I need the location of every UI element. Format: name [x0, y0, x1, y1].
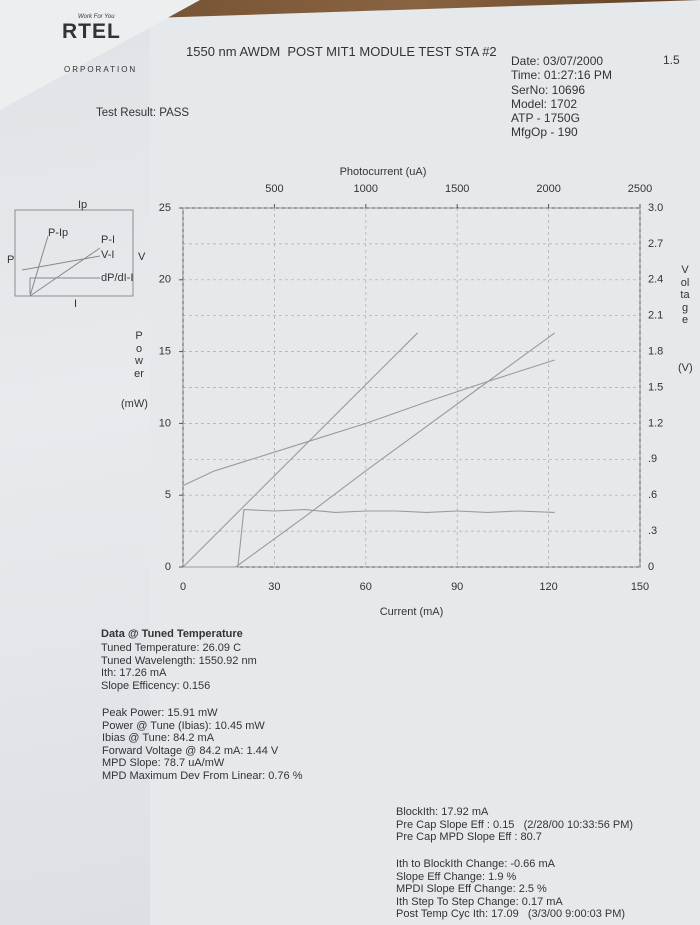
data-block: Ith to BlockIth Change: -0.66 mA Slope Ef… [396, 858, 625, 921]
info-line: MfgOp - 190 [511, 125, 578, 140]
x-tick-label: 30 [268, 581, 280, 593]
y-tick-label: 5 [165, 489, 171, 501]
y2-tick-label: 1.5 [648, 381, 663, 393]
doc-title: 1550 nm AWDM POST MIT1 MODULE TEST STA #… [186, 44, 497, 59]
logo-tagline: Work For You [78, 14, 115, 20]
data-line: Pre Cap MPD Slope Eff : 80.7 [396, 831, 542, 844]
data-line: Slope Eff Change: 1.9 % [396, 870, 517, 883]
data-line: Peak Power: 15.91 mW [102, 707, 218, 719]
data-title: Data @ Tuned Temperature [101, 628, 243, 640]
legend-label: V-I [101, 249, 114, 261]
legend-box [14, 209, 134, 297]
info-line: Time: 01:27:16 PM [511, 68, 612, 83]
data-line: Ith to BlockIth Change: -0.66 mA [396, 858, 555, 870]
y2-tick-label: .9 [648, 453, 657, 465]
y2-tick-label: 0 [648, 561, 654, 573]
x-tick-label: 90 [451, 581, 463, 593]
legend-label: P-I [101, 234, 115, 246]
legend-axis-label: Ip [78, 199, 87, 211]
y2-tick-label: .6 [648, 489, 657, 501]
logo-sub: ORPORATION [64, 65, 138, 74]
data-line: MPD Slope: 78.7 uA/mW [102, 757, 225, 770]
logo: RTEL [62, 20, 121, 43]
page-number: 1.5 [663, 53, 680, 67]
legend-line [29, 277, 100, 294]
data-line: Power @ Tune (Ibias): 10.45 mW [102, 719, 265, 732]
data-block: Peak Power: 15.91 mW Power @ Tune (Ibias)… [102, 707, 303, 783]
x-tick-label: 0 [180, 581, 186, 593]
data-line: Ith Step To Step Change: 0.17 mA [396, 895, 563, 908]
data-line: Post Temp Cyc Ith: 17.09 (3/3/00 9:00:03… [396, 908, 626, 921]
data-line: Forward Voltage @ 84.2 mA: 1.44 V [102, 744, 279, 757]
legend-axis-label: V [138, 251, 146, 263]
info-block: Date: 03/07/2000 Time: 01:27:16 PM SerNo: … [511, 54, 612, 140]
legend-line [29, 235, 49, 297]
y2-axis-label: Voltage [680, 264, 690, 326]
y-tick-label: 20 [159, 274, 171, 286]
data-block: Tuned Temperature: 26.09 C Tuned Waveleng… [101, 642, 257, 692]
legend-axis-label: I [74, 298, 77, 310]
legend-label: P-Ip [48, 227, 68, 239]
info-line: ATP - 1750G [511, 111, 580, 126]
test-result: Test Result: PASS [96, 107, 190, 119]
y2-axis-unit: (V) [678, 362, 693, 374]
data-line: Slope Efficency: 0.156 [101, 679, 211, 692]
legend-line [21, 255, 101, 271]
data-line: Ith: 17.26 mA [101, 667, 167, 680]
series-line [182, 359, 555, 487]
x-tick-label: 150 [631, 581, 649, 593]
y2-tick-label: 2.4 [648, 274, 663, 286]
x-tick-label: 120 [539, 581, 557, 593]
data-line: Tuned Wavelength: 1550.92 nm [101, 654, 257, 667]
x-tick-label: 60 [360, 581, 372, 593]
y-axis-unit: (mW) [121, 398, 148, 410]
y2-tick-label: 1.8 [648, 346, 663, 358]
x2-axis-label: Photocurrent (uA) [340, 166, 427, 178]
x2-tick-label: 500 [265, 183, 283, 195]
y-tick-label: 10 [159, 417, 171, 429]
info-line: Date: 03/07/2000 [511, 54, 604, 68]
series-line [183, 332, 556, 568]
x-axis-label: Current (mA) [380, 606, 444, 618]
legend-line [29, 247, 101, 297]
data-line: Pre Cap Slope Eff : 0.15 (2/28/00 10:33:… [396, 818, 634, 831]
x2-tick-label: 2000 [536, 183, 560, 195]
data-line: Ibias @ Tune: 84.2 mA [102, 732, 215, 745]
y2-tick-label: 2.1 [648, 310, 663, 322]
info-line: Model: 1702 [511, 96, 578, 111]
y2-tick-label: 2.7 [648, 238, 663, 250]
info-line: SerNo: 10696 [511, 82, 586, 97]
x2-tick-label: 1000 [354, 183, 378, 195]
y2-tick-label: .3 [648, 525, 657, 537]
data-line: Tuned Temperature: 26.09 C [101, 642, 242, 654]
series-line [182, 332, 418, 568]
series-line [183, 508, 555, 568]
legend-label: dP/dI-I [101, 272, 133, 284]
data-line: MPD Maximum Dev From Linear: 0.76 % [102, 769, 303, 782]
y-tick-label: 15 [159, 346, 171, 358]
y-tick-label: 25 [159, 202, 171, 214]
legend-axis-label: P [7, 254, 14, 266]
data-line: BlockIth: 17.92 mA [396, 806, 489, 818]
data-line: MPDI Slope Eff Change: 2.5 % [396, 883, 547, 896]
y2-tick-label: 1.2 [648, 417, 663, 429]
y-axis-label: Power [134, 330, 144, 380]
x2-tick-label: 1500 [445, 183, 469, 195]
y2-tick-label: 3.0 [648, 202, 663, 214]
data-block: BlockIth: 17.92 mA Pre Cap Slope Eff : 0.… [396, 806, 633, 844]
y-tick-label: 0 [165, 561, 171, 573]
x2-tick-label: 2500 [628, 183, 652, 195]
